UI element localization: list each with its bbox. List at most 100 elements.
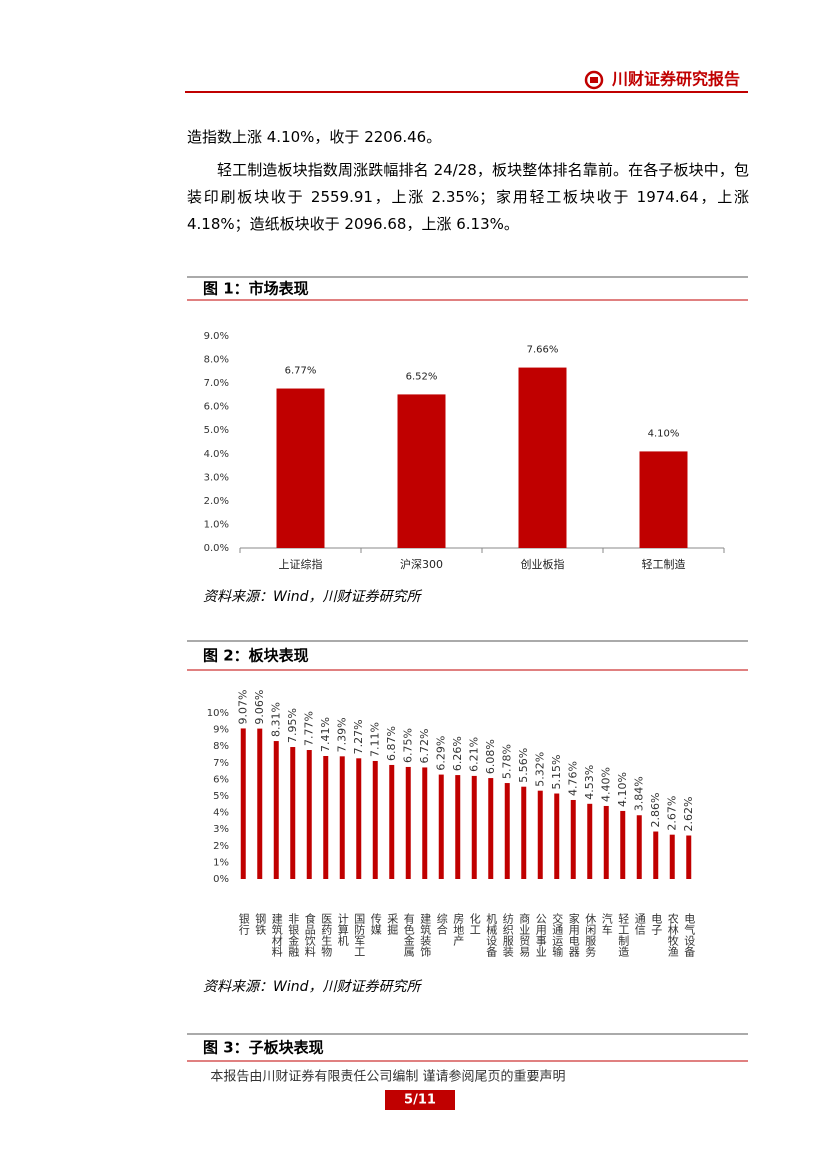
y-tick-label: 0.0% — [204, 543, 229, 554]
value-label: 4.53% — [583, 765, 596, 800]
x-tick-label: 家用电器 — [567, 912, 580, 958]
bar — [455, 775, 461, 879]
y-tick-label: 10% — [207, 708, 229, 719]
value-label: 6.08% — [484, 739, 497, 774]
y-tick-label: 8.0% — [204, 355, 229, 366]
bar — [405, 766, 411, 879]
value-label: 7.95% — [286, 708, 299, 743]
y-tick-label: 3% — [213, 824, 229, 835]
x-tick-label: 传媒 — [369, 913, 382, 936]
bar — [639, 451, 688, 548]
bar — [620, 810, 626, 879]
x-tick-label: 纺织服装 — [501, 912, 514, 958]
bar — [686, 835, 692, 879]
y-tick-label: 4.0% — [204, 449, 229, 460]
value-label: 7.66% — [527, 345, 559, 356]
value-label: 4.40% — [599, 767, 612, 802]
bar — [273, 741, 279, 879]
value-label: 9.06% — [253, 690, 266, 725]
x-tick-label: 休闲服务 — [584, 913, 597, 957]
figure-source: 资料来源：Wind，川财证券研究所 — [203, 589, 422, 605]
bar — [306, 750, 312, 879]
figure-caption: 图 2：板块表现 — [203, 647, 309, 665]
bar — [554, 793, 560, 879]
y-tick-label: 5% — [213, 791, 229, 802]
value-label: 8.31% — [269, 702, 282, 737]
x-tick-label: 沪深300 — [400, 557, 443, 571]
value-label: 6.87% — [385, 726, 398, 761]
bar — [653, 831, 659, 879]
value-label: 4.76% — [566, 761, 579, 796]
x-tick-label: 钢铁 — [254, 913, 267, 935]
x-tick-label: 上证综指 — [279, 557, 323, 571]
x-tick-label: 国防军工 — [353, 913, 366, 957]
value-label: 6.77% — [285, 366, 317, 377]
x-tick-label: 电子 — [650, 913, 663, 935]
value-label: 6.21% — [467, 737, 480, 772]
logo-inner — [590, 77, 598, 83]
x-tick-label: 电气设备 — [683, 913, 696, 958]
bar — [397, 394, 446, 548]
x-tick-label: 商业贸易 — [518, 912, 531, 958]
y-tick-label: 4% — [213, 808, 229, 819]
bar — [389, 764, 395, 879]
y-tick-label: 2% — [213, 841, 229, 852]
value-label: 2.62% — [682, 797, 695, 832]
y-tick-label: 9% — [213, 725, 229, 736]
x-tick-label: 建筑装饰 — [419, 912, 432, 957]
value-label: 2.86% — [649, 793, 662, 828]
x-tick-label: 轻工制造 — [617, 912, 630, 957]
header-title: 川财证券研究报告 — [611, 70, 740, 89]
value-label: 6.52% — [406, 371, 438, 382]
bar — [339, 756, 345, 879]
value-label: 5.56% — [517, 748, 530, 783]
bar — [372, 760, 378, 879]
x-tick-label: 房地产 — [452, 913, 465, 947]
bar — [518, 367, 567, 548]
x-tick-label: 非银金融 — [287, 913, 300, 958]
y-tick-label: 1.0% — [204, 519, 229, 530]
y-tick-label: 7% — [213, 758, 229, 769]
x-tick-label: 化工 — [468, 912, 481, 935]
x-tick-label: 食品饮料 — [303, 912, 316, 958]
bar — [438, 774, 444, 879]
y-tick-label: 8% — [213, 741, 229, 752]
value-label: 7.77% — [302, 711, 315, 746]
page-number-box — [385, 1090, 455, 1110]
bar — [276, 388, 325, 548]
bar — [587, 803, 593, 879]
page-number: 5/11 — [404, 1093, 436, 1108]
bar — [323, 755, 329, 879]
x-tick-label: 汽车 — [600, 912, 613, 936]
bar — [537, 790, 543, 879]
value-label: 4.10% — [648, 428, 680, 439]
value-label: 6.29% — [434, 736, 447, 771]
value-label: 7.27% — [352, 719, 365, 754]
value-label: 7.11% — [368, 722, 381, 757]
figure-source: 资料来源：Wind，川财证券研究所 — [203, 979, 422, 995]
x-tick-label: 机械设备 — [485, 912, 498, 958]
y-tick-label: 5.0% — [204, 425, 229, 436]
x-tick-label: 医药生物 — [320, 913, 333, 957]
bar — [488, 778, 494, 879]
x-tick-label: 通信 — [633, 913, 646, 936]
paragraph: 造指数上涨 4.10%，收于 2206.46。 — [187, 128, 442, 146]
value-label: 2.67% — [665, 796, 678, 831]
paragraph: 轻工制造板块指数周涨跌幅排名 24/28，板块整体排名靠前。在各子板块中，包装印… — [187, 161, 749, 233]
y-tick-label: 1% — [213, 857, 229, 868]
y-tick-label: 0% — [213, 874, 229, 885]
bar — [570, 799, 576, 879]
value-label: 6.72% — [418, 728, 431, 763]
value-label: 4.10% — [616, 772, 629, 807]
bar — [290, 747, 296, 879]
x-tick-label: 综合 — [435, 912, 448, 935]
y-tick-label: 6.0% — [204, 402, 229, 413]
value-label: 6.26% — [451, 736, 464, 771]
x-tick-label: 公用事业 — [534, 913, 547, 957]
value-label: 5.78% — [500, 744, 513, 779]
bar — [356, 758, 362, 879]
bar — [521, 786, 527, 879]
x-tick-label: 有色金属 — [402, 912, 415, 958]
x-tick-label: 采掘 — [386, 913, 399, 936]
